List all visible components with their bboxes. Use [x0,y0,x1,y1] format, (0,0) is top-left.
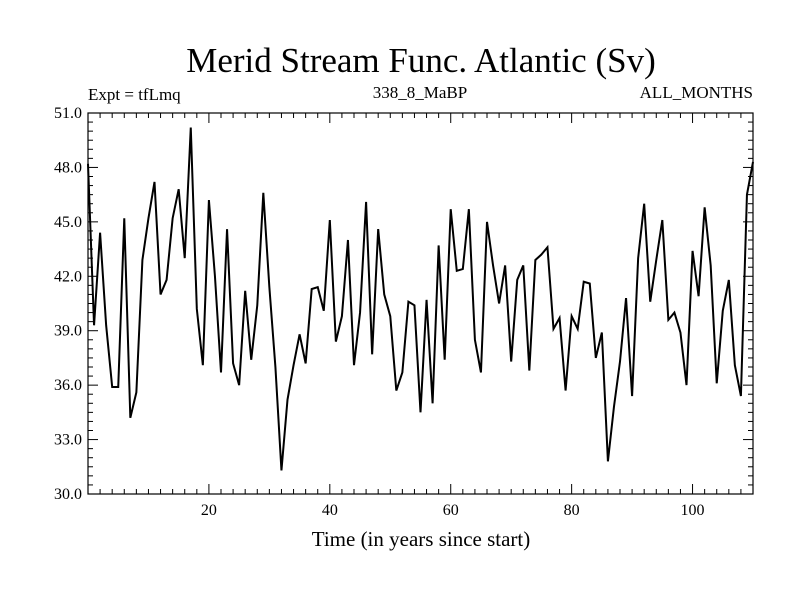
plot-area: 20 40 60 80 100 30.0 33.0 36.0 39.0 42.0 45.0 48.0 5… [54,105,754,519]
plot-frame [87,112,754,495]
chart-title: Merid Stream Func. Atlantic (Sv) [186,41,656,80]
x-tick-label: 60 [443,502,459,519]
y-tick-label: 39.0 [54,323,82,340]
x-tick-label: 20 [201,502,217,519]
x-tick-label: 80 [564,502,580,519]
y-tick-label: 33.0 [54,432,82,449]
y-tick-label: 36.0 [54,377,82,394]
y-tick-label: 48.0 [54,159,82,176]
x-tick-label: 40 [322,502,338,519]
months-label: ALL_MONTHS [640,83,753,102]
x-tick-label: 100 [681,502,705,519]
x-axis-label: Time (in years since start) [312,527,531,551]
y-tick-label: 30.0 [54,486,82,503]
series-line [87,127,754,471]
y-tick-label: 42.0 [54,268,82,285]
y-tick-label: 51.0 [54,105,82,122]
y-tick-label: 45.0 [54,214,82,231]
run-label: 338_8_MaBP [373,83,467,102]
experiment-label: Expt = tfLmq [88,85,181,104]
